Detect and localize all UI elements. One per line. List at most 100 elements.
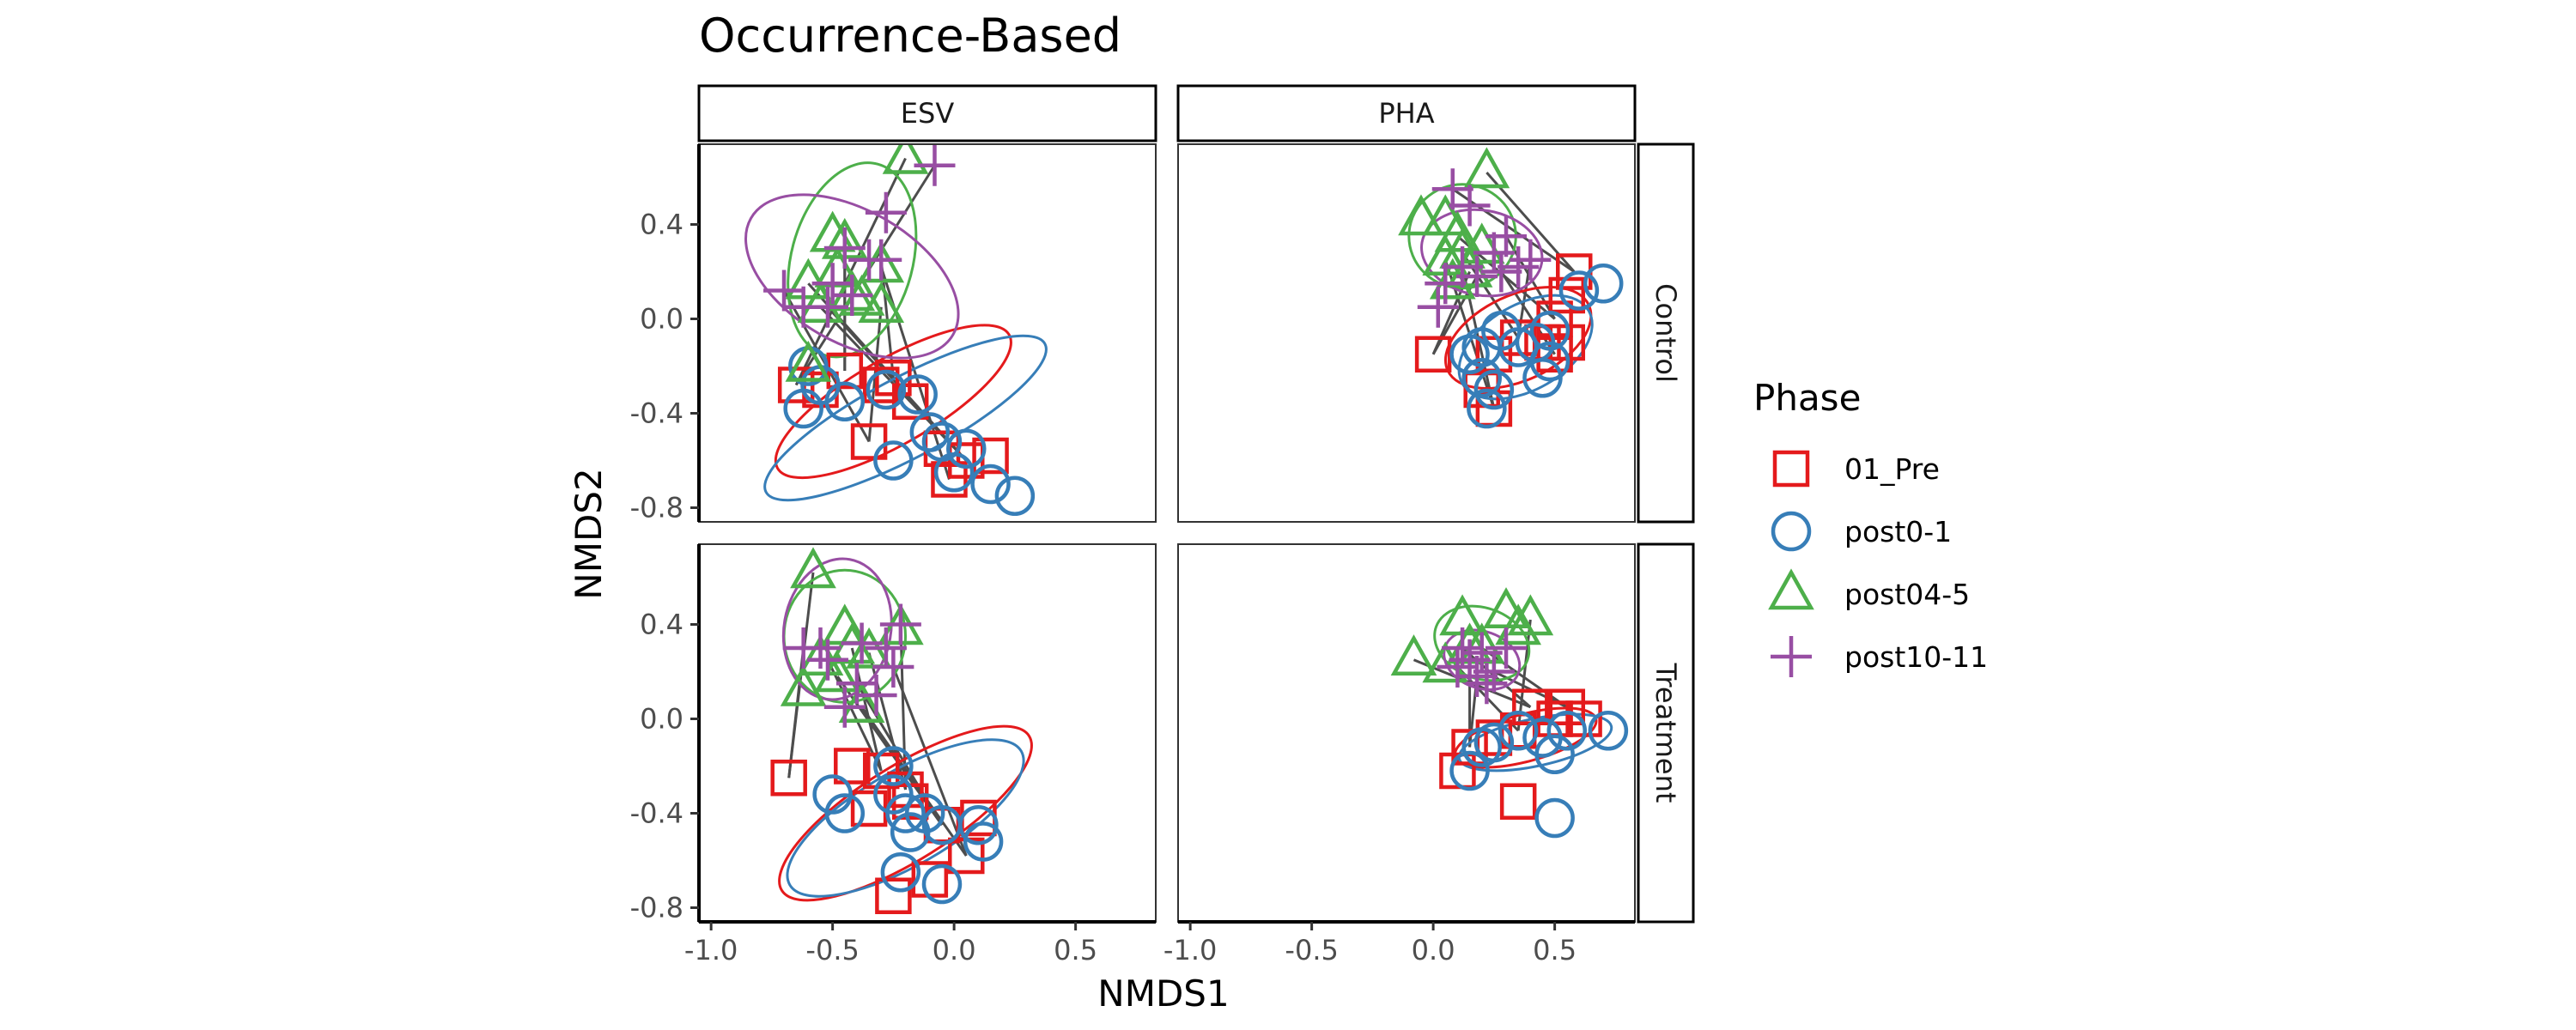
data-points — [763, 144, 1036, 516]
y-axis-control: -0.8 -0.4 0.0 0.4 — [630, 144, 701, 524]
data-point — [860, 239, 902, 281]
legend-entry-post04-5: post04-5 — [1768, 568, 1970, 611]
data-points — [1390, 587, 1629, 839]
data-point — [858, 282, 905, 323]
data-point — [1546, 711, 1588, 751]
ellipse-post0-1 — [1457, 294, 1594, 401]
data-point — [1495, 603, 1542, 645]
data-point — [914, 144, 956, 186]
data-points — [770, 547, 1004, 914]
series-post10-11 — [1437, 627, 1528, 705]
x-tick-label: -1.0 — [684, 934, 738, 966]
panel-pha-control — [1177, 143, 1636, 523]
trajectory-line — [826, 659, 883, 772]
y-axis-title: NMDS2 — [568, 468, 610, 599]
legend-entry-01_pre: 01_Pre — [1772, 450, 1940, 488]
data-point — [1534, 797, 1575, 839]
x-axis-pha: -1.0 -0.5 0.0 0.5 — [1163, 920, 1635, 966]
data-point — [780, 664, 827, 706]
chart-title: Occurrence-Based — [699, 9, 1121, 63]
facet-panels — [698, 143, 1636, 923]
data-point — [1414, 336, 1452, 373]
ellipse-post04-5 — [787, 161, 918, 359]
y-tick-label: -0.4 — [630, 397, 683, 430]
data-point — [1498, 711, 1539, 751]
data-point — [872, 646, 914, 688]
series-post10-11 — [1417, 168, 1552, 328]
data-point — [1442, 246, 1484, 288]
legend-key-plus — [1771, 636, 1812, 677]
data-point — [797, 282, 844, 323]
data-point — [865, 627, 907, 669]
data-point — [1499, 783, 1537, 820]
data-point — [783, 388, 823, 429]
data-point — [823, 227, 866, 269]
data-point — [1529, 311, 1571, 351]
data-point — [1480, 251, 1522, 293]
data-point — [850, 423, 888, 460]
row-strip-label: Control — [1649, 283, 1682, 383]
data-point — [865, 191, 907, 233]
ellipse-post10-11 — [1420, 208, 1544, 298]
data-point — [873, 440, 914, 481]
data-point — [882, 144, 929, 174]
data-point — [1583, 264, 1624, 304]
row-strip-control: Control — [1637, 142, 1695, 524]
x-axis-esv: -1.0 -0.5 0.0 0.5 — [684, 920, 1156, 966]
data-point — [1588, 711, 1629, 751]
y-tick-label: 0.4 — [640, 609, 683, 641]
data-point — [1437, 646, 1479, 688]
data-point — [885, 793, 926, 833]
data-point — [1449, 750, 1490, 791]
data-point — [1449, 185, 1491, 227]
data-point — [834, 748, 871, 785]
data-point — [1422, 641, 1469, 683]
data-point — [963, 821, 1004, 862]
legend-label: post04-5 — [1844, 578, 1970, 611]
legend-title: Phase — [1753, 377, 1861, 419]
x-tick-label: 0.5 — [1054, 934, 1097, 966]
data-point — [838, 682, 885, 723]
data-point — [958, 805, 999, 845]
data-point — [806, 286, 848, 328]
x-tick-label: 0.5 — [1533, 934, 1577, 966]
data-point — [1431, 168, 1473, 210]
y-tick-label: 0.4 — [640, 209, 683, 241]
data-point — [1473, 232, 1515, 274]
x-tick-label: 0.0 — [1412, 934, 1455, 966]
y-tick-label: 0.0 — [640, 303, 683, 336]
series-post10-11 — [763, 144, 956, 328]
series-post0-1 — [1449, 711, 1629, 839]
data-point — [994, 476, 1036, 516]
data-point — [824, 793, 866, 833]
data-point — [909, 412, 951, 452]
data-point — [970, 464, 1011, 505]
data-point — [841, 622, 883, 664]
y-tick-label: -0.8 — [630, 892, 683, 924]
legend-key-circle — [1771, 511, 1812, 552]
data-point — [1461, 727, 1502, 767]
data-point — [1467, 388, 1507, 429]
row-strip-label: Treatment — [1649, 663, 1682, 803]
series-post10-11 — [782, 603, 921, 728]
data-point — [1458, 222, 1505, 264]
legend-entry-post10-11: post10-11 — [1771, 636, 1988, 677]
data-point — [823, 686, 866, 728]
x-axis-title: NMDS1 — [1097, 972, 1229, 1015]
data-point — [1498, 246, 1540, 288]
data-point — [931, 461, 968, 498]
panel-pha-treatment — [1177, 543, 1636, 923]
data-point — [879, 603, 921, 645]
panel-esv-control — [698, 143, 1157, 523]
legend-key-square — [1772, 450, 1810, 488]
data-point — [1534, 734, 1575, 774]
data-point — [875, 877, 912, 914]
data-point — [1390, 634, 1437, 676]
legend-label: 01_Pre — [1844, 452, 1940, 486]
data-point — [1398, 194, 1444, 236]
data-point — [1558, 270, 1600, 311]
data-point — [824, 381, 866, 421]
legend: Phase 01_Pre post0-1 post04-5 post10-11 — [1753, 377, 1988, 677]
data-point — [806, 639, 848, 681]
